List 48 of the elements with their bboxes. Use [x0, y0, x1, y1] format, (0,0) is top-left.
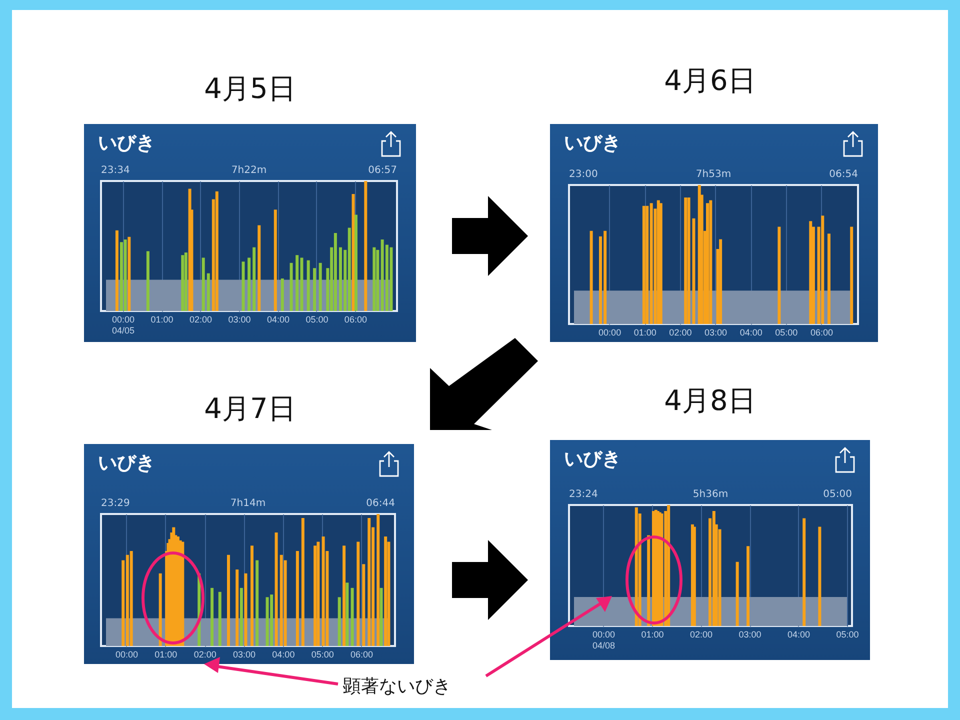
text: 7h53m	[696, 169, 732, 180]
x-tick-label: 02:00	[194, 650, 216, 660]
chart-subtitle: いびき	[564, 447, 621, 472]
x-tick-label: 04:00	[266, 314, 290, 324]
x-tick-label: 06:00	[344, 314, 367, 324]
x-tick-label: 03:00	[228, 314, 251, 324]
text: 06:57	[368, 165, 397, 176]
text: 7h14m	[230, 498, 266, 509]
text: 7h22m	[231, 165, 267, 176]
x-tick-label: 00:00	[598, 328, 622, 338]
x-tick-label: 00:00	[115, 650, 138, 660]
x-tick-label: 00:00 04/08	[592, 630, 616, 650]
x-tick-label: 06:00	[810, 328, 833, 338]
chart-title: 4月8日	[664, 383, 756, 419]
chart-subtitle: いびき	[564, 131, 621, 156]
x-tick-label: 03:00	[233, 650, 256, 660]
x-tick-label: 05:00	[311, 650, 334, 660]
x-tick-label: 04:00	[272, 650, 295, 660]
text: 06:54	[829, 169, 858, 180]
x-tick-label: 01:00	[641, 630, 664, 640]
text: 23:29	[101, 498, 130, 509]
x-tick-label: 02:00	[669, 328, 692, 338]
chart-subtitle: いびき	[98, 131, 155, 156]
x-tick-label: 02:00	[690, 630, 713, 640]
chart-title: 4月7日	[204, 391, 296, 427]
text: 06:44	[366, 498, 395, 509]
text: 5h36m	[692, 489, 728, 500]
text: 23:24	[569, 489, 598, 500]
text: 23:34	[101, 165, 130, 176]
x-tick-label: 01:00	[150, 314, 174, 324]
chart-title: 4月6日	[664, 63, 756, 99]
x-tick-label: 06:00	[350, 650, 374, 660]
text: 05:00	[823, 489, 852, 500]
x-tick-label: 04:00	[787, 630, 810, 640]
x-tick-label: 01:00	[634, 328, 656, 338]
x-tick-label: 05:00	[306, 314, 328, 324]
text: 23:00	[569, 169, 598, 180]
chart-title: 4月5日	[204, 71, 296, 107]
chart-subtitle: いびき	[98, 451, 155, 476]
x-tick-label: 02:00	[189, 314, 212, 324]
x-tick-label: 05:00	[836, 630, 859, 640]
x-tick-label: 03:00	[704, 328, 728, 338]
x-tick-label: 00:00 04/05	[112, 314, 135, 336]
x-tick-label: 05:00	[775, 328, 798, 338]
x-tick-label: 04:00	[740, 328, 762, 338]
text: 顕著ないびき	[343, 675, 451, 698]
x-tick-label: 01:00	[154, 650, 178, 660]
x-tick-label: 03:00	[738, 630, 762, 640]
